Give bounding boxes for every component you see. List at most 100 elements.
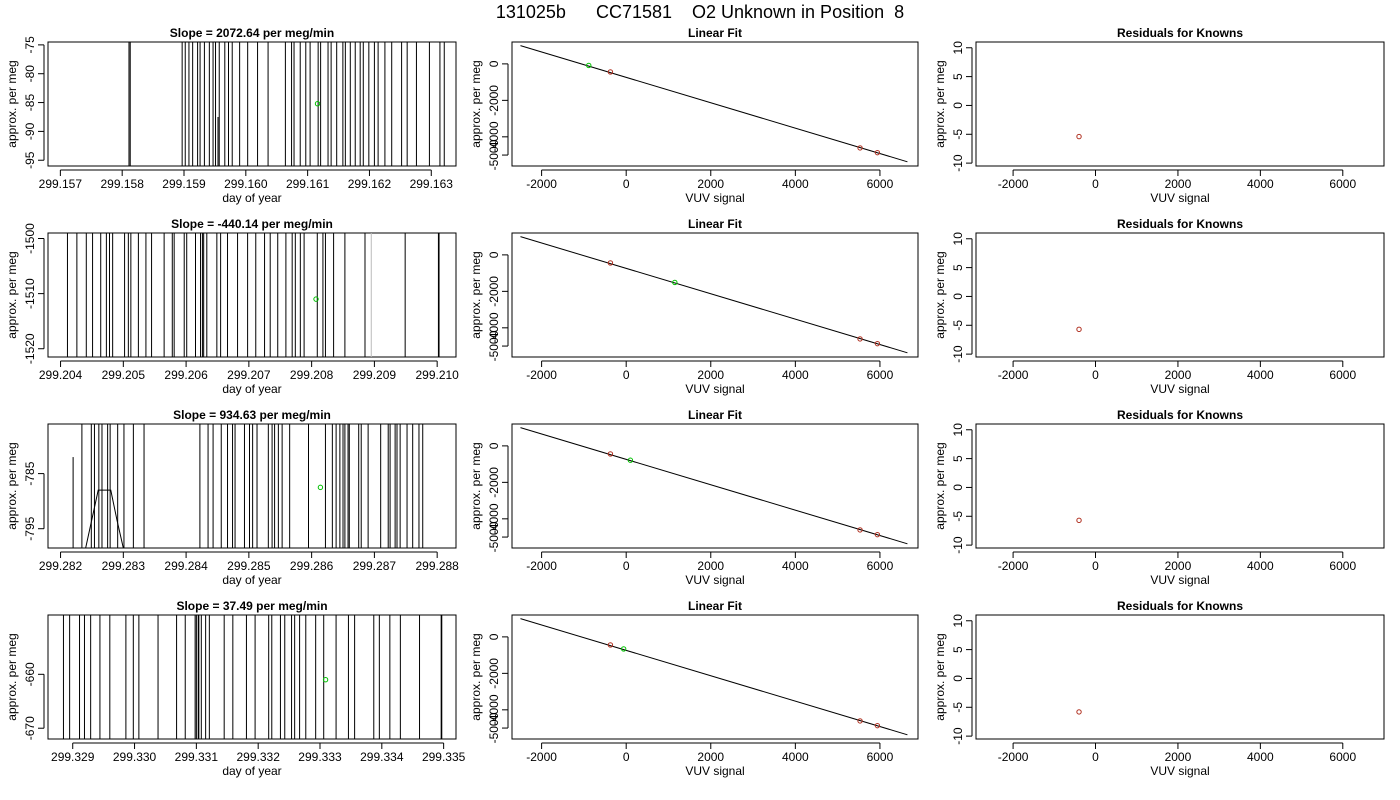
y-tick-label: -10 [951, 727, 965, 745]
y-tick-label: 0 [487, 442, 501, 449]
x-tick-label: 299.210 [415, 368, 459, 382]
unknown-point [586, 62, 592, 69]
x-tick-label: 4000 [782, 368, 809, 382]
x-tick-label: -2000 [998, 750, 1029, 764]
y-tick-label: 0 [487, 60, 501, 67]
x-tick-label: 6000 [1329, 368, 1356, 382]
y-tick-label: -1510 [23, 278, 37, 309]
unknown-point [322, 676, 329, 683]
x-tick-label: -2000 [526, 750, 557, 764]
y-tick-label: -5 [951, 702, 965, 713]
x-tick-label: 0 [623, 559, 630, 573]
panel-5: Linear Fit -2000 0 2000 4000 6000 VUV signal -5… [469, 26, 919, 205]
panel-title: Linear Fit [688, 26, 742, 40]
panel-title: Slope = 934.63 per meg/min [173, 408, 331, 422]
x-tick-label: 2000 [1165, 559, 1192, 573]
panel-2: Slope = -440.14 per meg/min 299.204 299.20… [5, 217, 459, 396]
trace-segment [85, 489, 124, 549]
x-tick-label: 299.335 [422, 750, 466, 764]
known-point [857, 145, 863, 151]
y-tick-label: 10 [951, 232, 965, 246]
known-point [874, 340, 881, 347]
y-tick-label: -80 [23, 65, 37, 83]
known-point [1076, 517, 1082, 524]
x-tick-label: 2000 [697, 368, 724, 382]
y-tick-label: 0 [951, 293, 965, 300]
y-tick-label: -4000 [487, 121, 501, 152]
plot-frame [511, 232, 919, 358]
panel-12: Residuals for Knowns -2000 0 2000 4000 6000 VU… [933, 599, 1385, 778]
plot-frame [975, 423, 1385, 549]
y-tick-label: 5 [951, 264, 965, 271]
unknown-point [317, 484, 324, 491]
known-point [607, 642, 614, 648]
y-tick-label: -5000 [487, 521, 501, 552]
y-axis-label: approx. per meg [5, 633, 19, 720]
y-tick-label: -660 [23, 662, 37, 686]
known-point [607, 260, 614, 266]
x-tick-label: 299.160 [224, 177, 268, 191]
x-tick-label: 2000 [697, 559, 724, 573]
x-tick-label: 299.329 [51, 750, 95, 764]
known-point [607, 69, 614, 75]
plot-frame [975, 614, 1385, 740]
unknown-point [672, 279, 678, 286]
x-tick-label: 4000 [782, 177, 809, 191]
x-tick-label: 4000 [1247, 559, 1274, 573]
x-tick-label: 2000 [697, 750, 724, 764]
x-tick-label: -2000 [526, 368, 557, 382]
y-axis-label: approx. per meg [933, 442, 947, 529]
unknown-point [314, 101, 321, 107]
known-point [857, 527, 863, 533]
y-tick-label: -1520 [23, 333, 37, 364]
known-point [1076, 709, 1082, 715]
x-tick-label: 299.285 [227, 559, 271, 573]
y-tick-label: -4000 [487, 312, 501, 343]
x-tick-label: 299.334 [360, 750, 404, 764]
x-axis-label: VUV signal [685, 764, 744, 778]
y-tick-label: -4000 [487, 694, 501, 725]
plot-frame [511, 423, 919, 549]
known-point [1076, 326, 1082, 333]
y-tick-label: 10 [951, 423, 965, 437]
plot-frame [47, 614, 457, 740]
x-tick-label: 0 [623, 177, 630, 191]
panel-11: Residuals for Knowns -2000 0 2000 4000 6000 VU… [933, 408, 1385, 587]
x-tick-label: 299.284 [164, 559, 208, 573]
known-point [857, 718, 863, 724]
x-tick-label: 0 [623, 368, 630, 382]
y-tick-label: -5 [951, 511, 965, 522]
known-point [874, 722, 881, 729]
y-tick-label: 5 [951, 646, 965, 653]
x-tick-label: 6000 [1329, 559, 1356, 573]
plot-frame [511, 41, 919, 167]
y-tick-label: -2000 [487, 467, 501, 498]
panel-title: Residuals for Knowns [1117, 26, 1243, 40]
y-tick-label: 0 [487, 251, 501, 258]
x-axis-label: VUV signal [1150, 191, 1209, 205]
x-tick-label: 299.159 [162, 177, 206, 191]
x-tick-label: 299.209 [353, 368, 397, 382]
y-tick-label: -5 [951, 129, 965, 140]
panel-title: Residuals for Knowns [1117, 217, 1243, 231]
x-axis-label: VUV signal [685, 573, 744, 587]
x-tick-label: 299.333 [298, 750, 342, 764]
x-tick-label: 0 [1092, 750, 1099, 764]
y-tick-label: -10 [951, 536, 965, 554]
x-axis-label: VUV signal [685, 191, 744, 205]
y-tick-label: 10 [951, 41, 965, 55]
x-tick-label: 6000 [867, 368, 894, 382]
y-tick-label: -2000 [487, 276, 501, 307]
fit-line [520, 45, 908, 163]
y-tick-label: 0 [487, 633, 501, 640]
panel-4: Slope = 37.49 per meg/min 299.329 299.330 2… [5, 599, 466, 778]
x-tick-label: 299.332 [236, 750, 280, 764]
x-tick-label: 299.331 [175, 750, 219, 764]
fit-line [520, 618, 908, 736]
x-tick-label: 299.162 [348, 177, 392, 191]
x-tick-label: -2000 [526, 559, 557, 573]
y-tick-label: -5000 [487, 330, 501, 361]
y-tick-label: 5 [951, 455, 965, 462]
x-tick-label: 4000 [782, 750, 809, 764]
page-title: 131025b CC71581 O2 Unknown in Position 8 [495, 2, 905, 22]
